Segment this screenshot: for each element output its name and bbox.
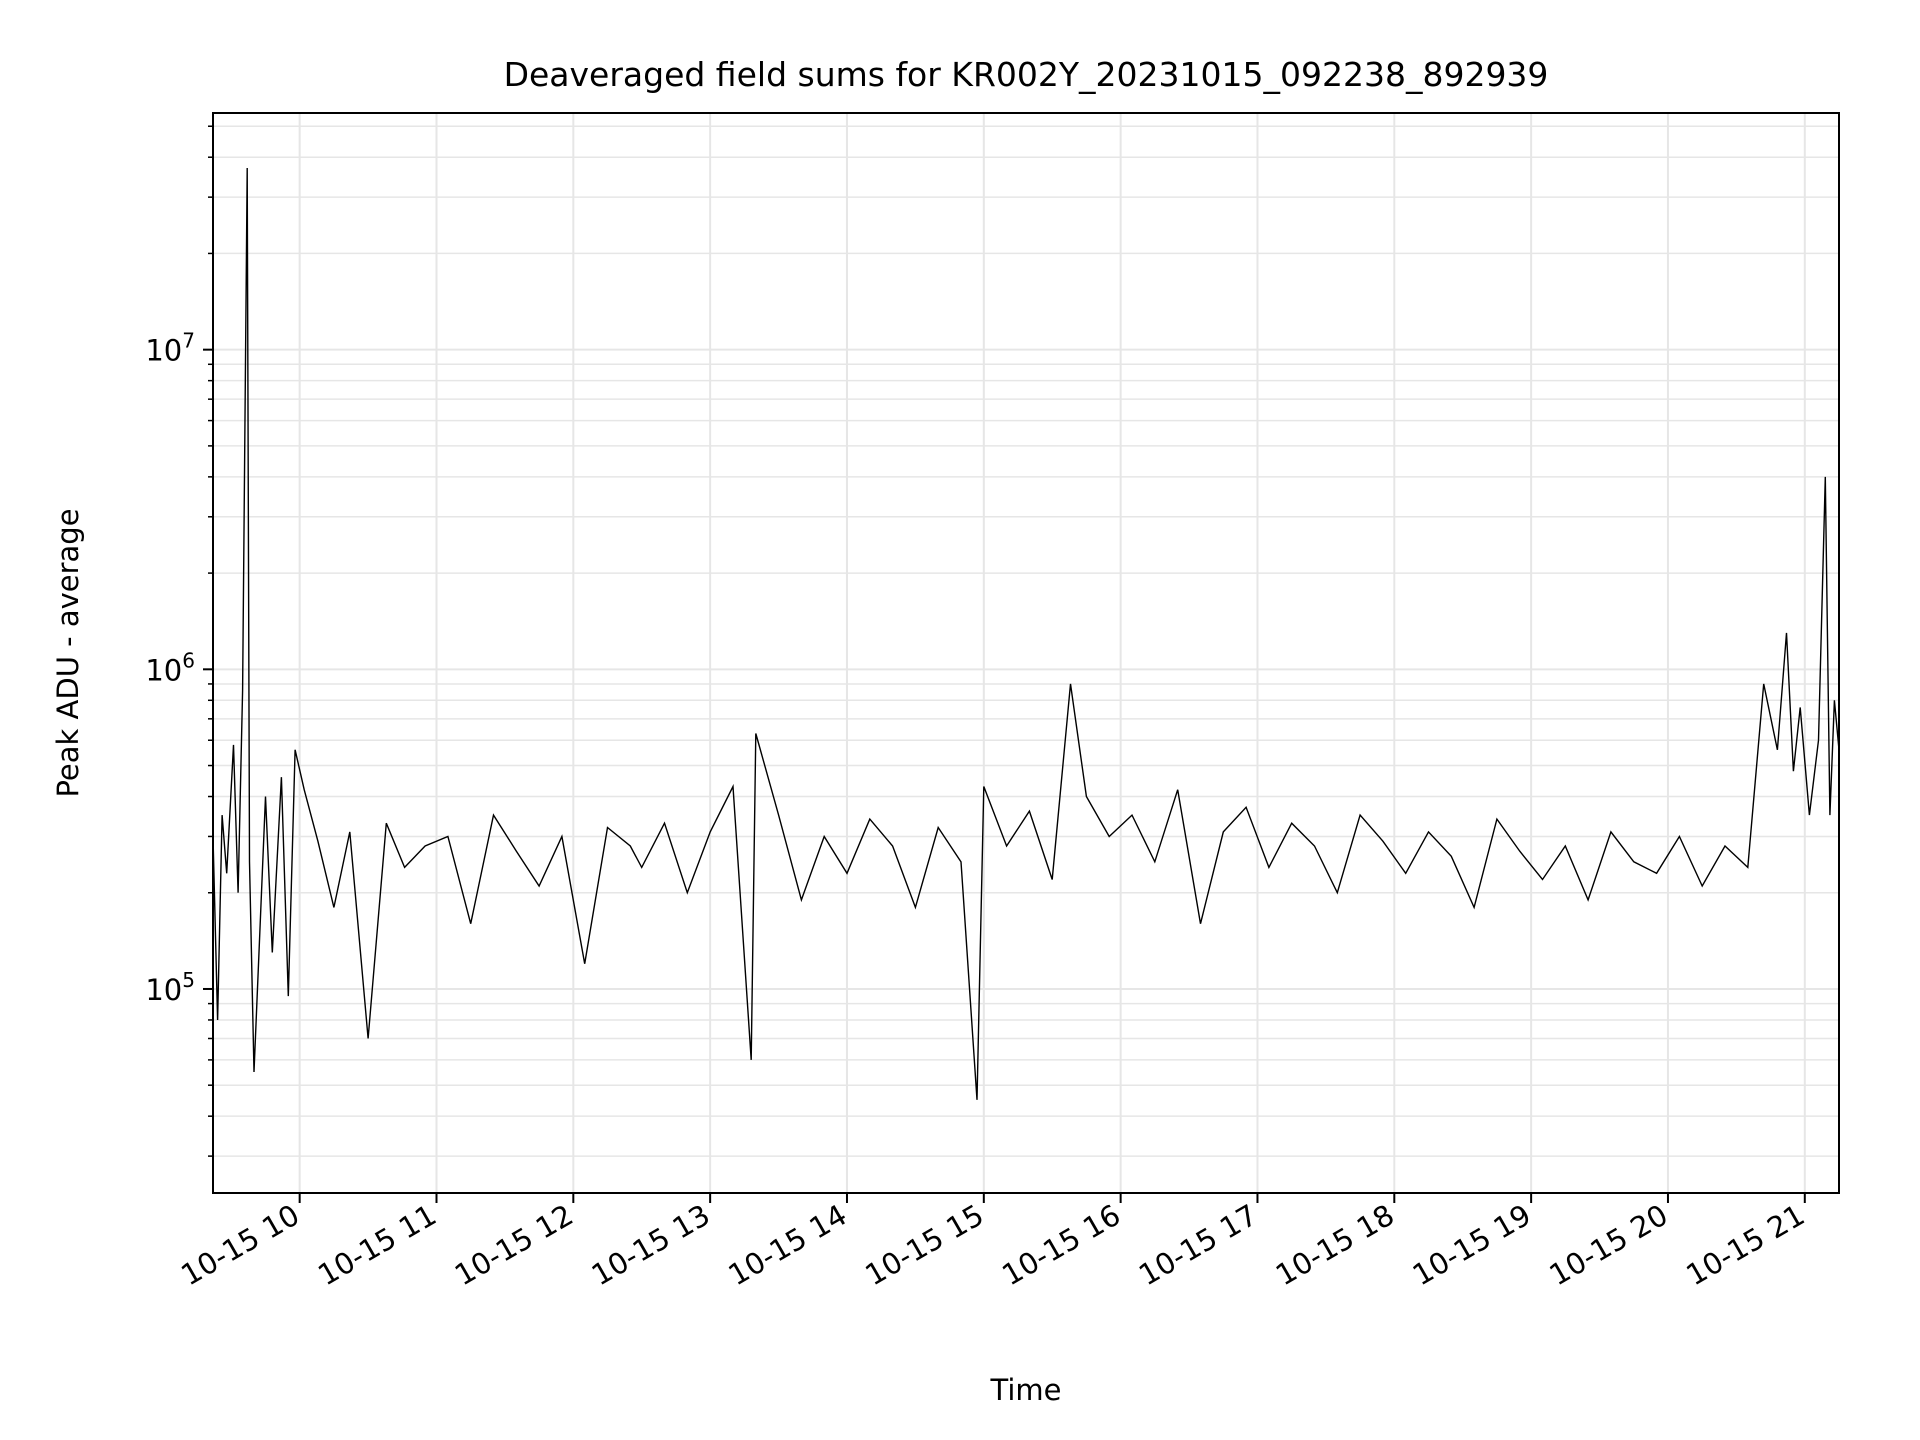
chart-title: Deaveraged field sums for KR002Y_2023101… <box>504 55 1549 94</box>
y-axis-label: Peak ADU - average <box>51 508 85 797</box>
x-tick-label: 10-15 12 <box>449 1198 579 1293</box>
plot-frame <box>212 112 1840 1194</box>
x-axis-label: Time <box>990 1373 1062 1407</box>
y-tick-label: 105 <box>145 968 195 1007</box>
x-tick-label: 10-15 19 <box>1407 1198 1537 1293</box>
grid-lines <box>213 113 1839 1193</box>
x-tick-label: 10-15 15 <box>859 1198 989 1293</box>
x-tick-label: 10-15 17 <box>1133 1198 1263 1293</box>
series-trace <box>212 167 1840 1100</box>
x-tick-label: 10-15 21 <box>1680 1198 1810 1293</box>
series-line-0 <box>212 167 1840 1100</box>
x-tick-label: 10-15 13 <box>586 1198 716 1293</box>
x-tick-label: 10-15 10 <box>175 1198 305 1293</box>
y-tick-label: 107 <box>145 329 195 368</box>
x-tick-label: 10-15 11 <box>312 1198 442 1293</box>
y-tick-label: 106 <box>145 648 195 687</box>
x-tick-label: 10-15 16 <box>996 1198 1126 1293</box>
x-tick-label: 10-15 18 <box>1270 1198 1400 1293</box>
x-tick-label: 10-15 20 <box>1544 1198 1674 1293</box>
x-tick-label: 10-15 14 <box>723 1198 853 1293</box>
